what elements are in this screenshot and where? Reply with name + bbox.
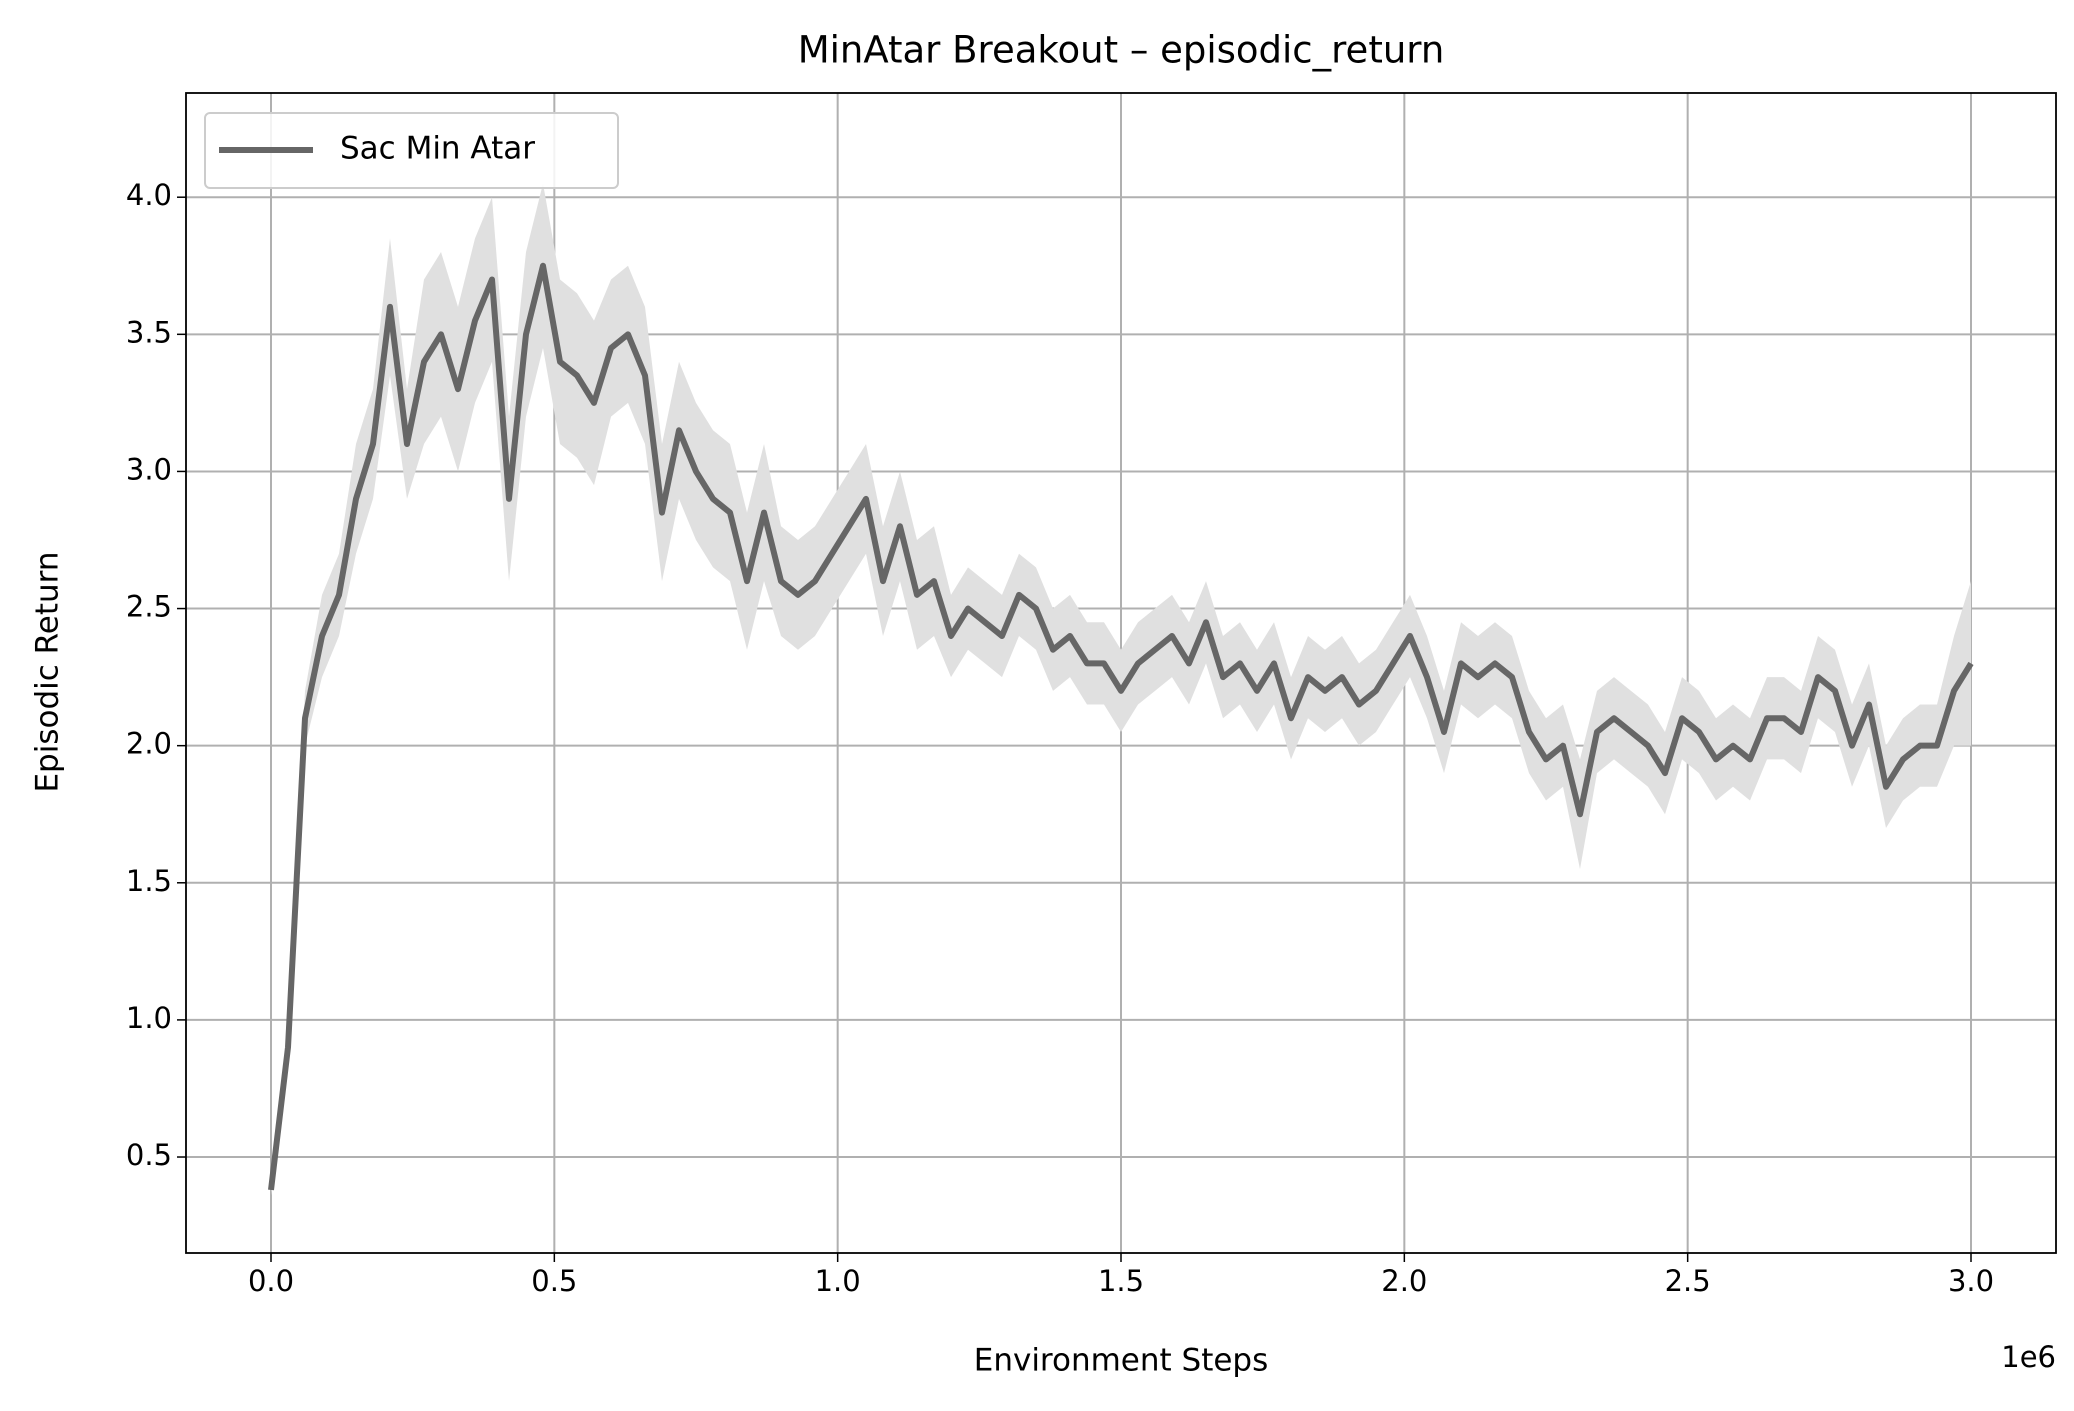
x-tick-label: 2.0 — [1381, 1264, 1427, 1298]
y-tick-label: 1.5 — [126, 864, 172, 898]
y-tick-label: 2.5 — [126, 590, 172, 624]
x-tick-label: 1.0 — [815, 1264, 861, 1298]
y-axis-label: Episodic Return — [30, 551, 66, 792]
x-tick-label: 2.5 — [1665, 1264, 1711, 1298]
x-offset-label: 1e6 — [2001, 1340, 2056, 1374]
legend-box — [204, 112, 619, 189]
x-tick-label: 0.5 — [531, 1264, 577, 1298]
y-tick-label: 2.0 — [126, 727, 172, 761]
y-tick-label: 3.5 — [126, 315, 172, 349]
grid — [186, 93, 2056, 1253]
legend: Sac Min Atar — [204, 112, 619, 189]
x-axis-label: Environment Steps — [974, 1343, 1269, 1379]
y-tick-label: 4.0 — [126, 178, 172, 212]
line — [268, 262, 1974, 1191]
legend-label: Sac Min Atar — [340, 131, 535, 167]
y-tick-label: 3.0 — [126, 452, 172, 486]
x-tick-label: 0.0 — [248, 1264, 294, 1298]
x-tick-label: 3.0 — [1948, 1264, 1994, 1298]
chart-title: MinAtar Breakout – episodic_return — [798, 29, 1445, 72]
y-tick-label: 0.5 — [126, 1138, 172, 1172]
plot-frame — [185, 92, 2057, 1254]
x-tick-label: 1.5 — [1098, 1264, 1144, 1298]
y-tick-label: 1.0 — [126, 1001, 172, 1035]
